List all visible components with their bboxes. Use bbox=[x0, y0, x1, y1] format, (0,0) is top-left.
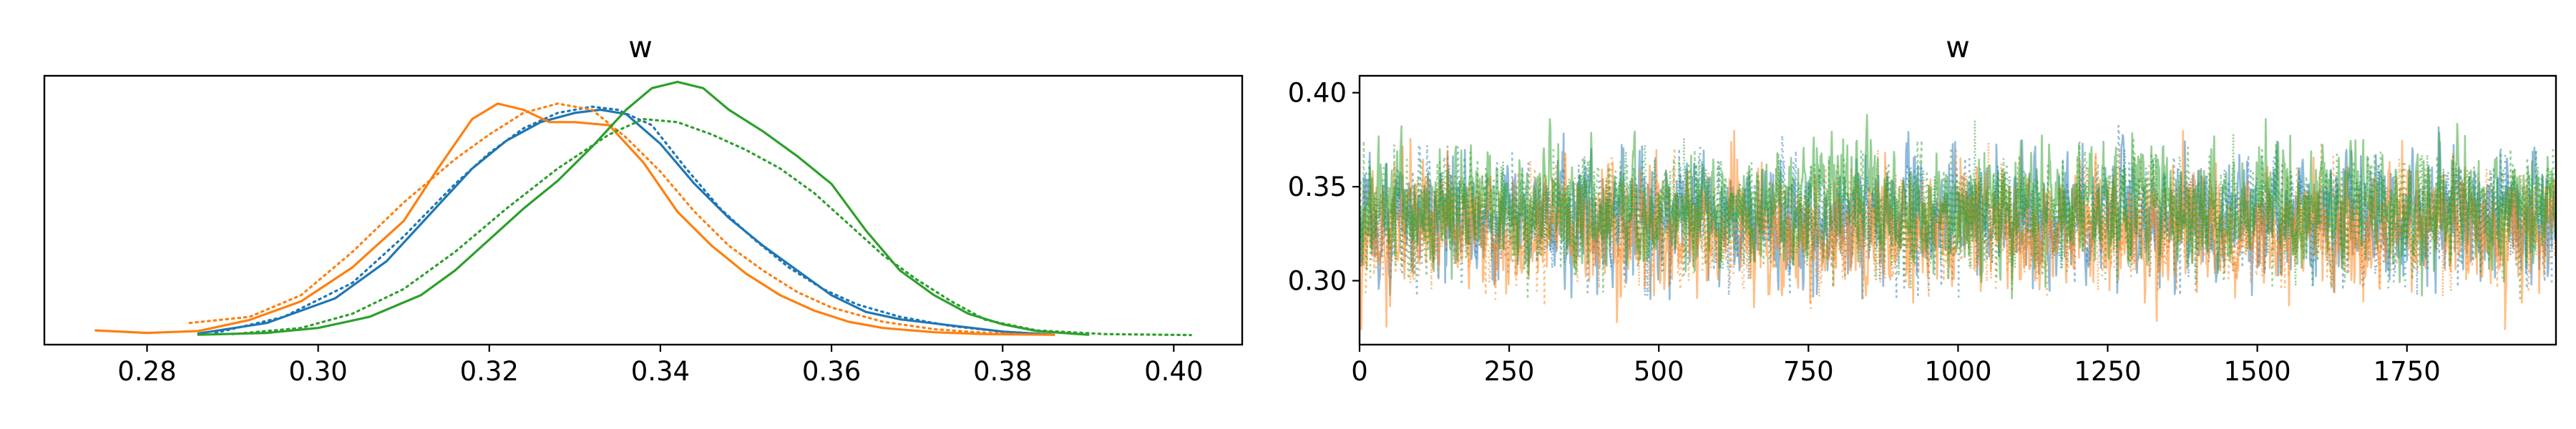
trace-x-tick-label: 250 bbox=[1484, 356, 1535, 387]
trace-x-tick-label: 0 bbox=[1351, 356, 1368, 387]
density-curve-1 bbox=[214, 105, 1055, 336]
density-curve-2 bbox=[94, 102, 1055, 336]
trace-panel: w 0 250 500 750 1000 1250 1500 1750 0.30 0.35 0.4… bbox=[1288, 30, 2557, 387]
trace-y-tick-label: 0.35 bbox=[1288, 172, 1347, 202]
density-x-tick-label: 0.38 bbox=[973, 356, 1032, 387]
trace-x-tick-label: 500 bbox=[1634, 356, 1684, 387]
density-curves bbox=[94, 80, 1192, 337]
trace-lines bbox=[1360, 114, 2556, 330]
trace-x-tick-label: 1500 bbox=[2224, 356, 2291, 387]
density-panel-title: w bbox=[628, 30, 653, 64]
trace-panel-title: w bbox=[1946, 30, 1970, 64]
trace-y-tick-label: 0.30 bbox=[1288, 266, 1347, 297]
density-x-tick-label: 0.36 bbox=[802, 356, 861, 387]
trace-line-5 bbox=[1360, 119, 2556, 301]
density-x-axis: 0.28 0.30 0.32 0.34 0.36 0.38 0.40 bbox=[117, 345, 1204, 387]
trace-x-tick-label: 1750 bbox=[2373, 356, 2441, 387]
density-x-tick-label: 0.40 bbox=[1144, 356, 1203, 387]
density-x-tick-label: 0.34 bbox=[631, 356, 690, 387]
trace-x-tick-label: 1000 bbox=[1924, 356, 1991, 387]
trace-x-tick-label: 1250 bbox=[2074, 356, 2141, 387]
density-curve-4 bbox=[197, 80, 1090, 336]
density-x-tick-label: 0.30 bbox=[288, 356, 347, 387]
density-curve-3 bbox=[188, 102, 1038, 336]
trace-y-axis: 0.30 0.35 0.40 bbox=[1288, 78, 1360, 297]
density-curve-0 bbox=[197, 108, 1055, 336]
density-x-tick-label: 0.28 bbox=[117, 356, 176, 387]
density-curve-5 bbox=[231, 117, 1192, 337]
trace-x-tick-label: 750 bbox=[1783, 356, 1834, 387]
density-x-tick-label: 0.32 bbox=[460, 356, 519, 387]
posterior-density-panel: w 0.28 0.30 0.32 0.34 0.36 0.38 0.40 bbox=[43, 30, 1244, 387]
trace-y-tick-label: 0.40 bbox=[1288, 78, 1347, 109]
density-axes-frame bbox=[43, 74, 1244, 346]
trace-x-axis: 0 250 500 750 1000 1250 1500 1750 bbox=[1351, 345, 2441, 387]
